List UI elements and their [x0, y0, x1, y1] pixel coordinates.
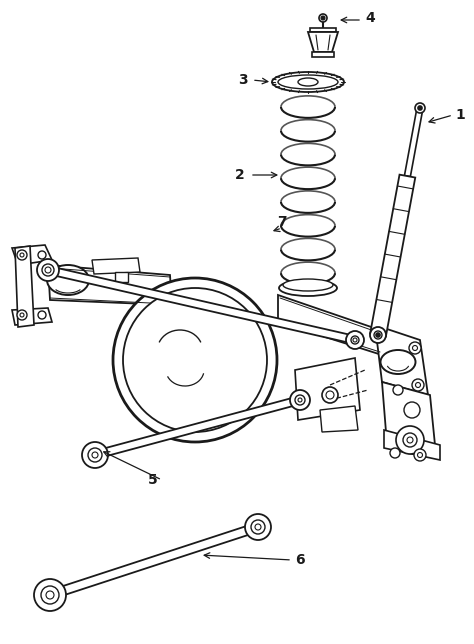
Polygon shape — [15, 246, 34, 327]
Circle shape — [396, 426, 424, 454]
Circle shape — [370, 327, 386, 343]
Circle shape — [123, 288, 267, 432]
Polygon shape — [308, 32, 338, 52]
Ellipse shape — [279, 280, 337, 296]
Polygon shape — [295, 358, 360, 420]
Circle shape — [113, 278, 277, 442]
Circle shape — [321, 16, 325, 20]
Circle shape — [418, 106, 422, 110]
Circle shape — [38, 251, 46, 259]
Ellipse shape — [47, 265, 89, 295]
Polygon shape — [115, 272, 128, 282]
Polygon shape — [278, 295, 382, 355]
Circle shape — [295, 395, 305, 405]
Polygon shape — [310, 28, 336, 32]
Circle shape — [42, 264, 54, 276]
Circle shape — [17, 310, 27, 320]
Polygon shape — [384, 430, 440, 460]
Polygon shape — [370, 175, 415, 336]
Circle shape — [415, 103, 425, 113]
Ellipse shape — [283, 279, 333, 291]
Circle shape — [88, 448, 102, 462]
Polygon shape — [375, 325, 428, 395]
Circle shape — [346, 331, 364, 349]
Polygon shape — [404, 108, 423, 176]
Ellipse shape — [278, 75, 338, 89]
Polygon shape — [92, 258, 140, 274]
Text: 5: 5 — [148, 473, 158, 487]
Circle shape — [403, 433, 417, 447]
Polygon shape — [48, 265, 172, 305]
Circle shape — [351, 336, 359, 344]
Polygon shape — [312, 52, 334, 57]
Circle shape — [38, 311, 46, 319]
Ellipse shape — [298, 78, 318, 86]
Circle shape — [374, 331, 382, 339]
Polygon shape — [94, 396, 301, 459]
Ellipse shape — [381, 350, 416, 374]
Text: 6: 6 — [295, 553, 305, 567]
Circle shape — [409, 342, 421, 354]
Circle shape — [414, 449, 426, 461]
Polygon shape — [12, 245, 52, 265]
Circle shape — [412, 379, 424, 391]
Circle shape — [82, 442, 108, 468]
Circle shape — [290, 390, 310, 410]
Circle shape — [404, 402, 420, 418]
Circle shape — [251, 520, 265, 534]
Polygon shape — [47, 266, 356, 344]
Circle shape — [17, 250, 27, 260]
Ellipse shape — [272, 72, 344, 92]
Polygon shape — [12, 308, 52, 325]
Circle shape — [390, 448, 400, 458]
Circle shape — [245, 514, 271, 540]
Circle shape — [376, 333, 380, 337]
Circle shape — [322, 387, 338, 403]
Text: 7: 7 — [277, 215, 287, 229]
Circle shape — [319, 14, 327, 22]
Circle shape — [37, 259, 59, 281]
Polygon shape — [382, 382, 435, 445]
Text: 1: 1 — [455, 108, 465, 122]
Text: 4: 4 — [365, 11, 375, 25]
Circle shape — [393, 385, 403, 395]
Text: 3: 3 — [238, 73, 247, 87]
Polygon shape — [49, 523, 259, 600]
Polygon shape — [320, 406, 358, 432]
Circle shape — [41, 586, 59, 604]
Text: 2: 2 — [235, 168, 245, 182]
Circle shape — [34, 579, 66, 611]
